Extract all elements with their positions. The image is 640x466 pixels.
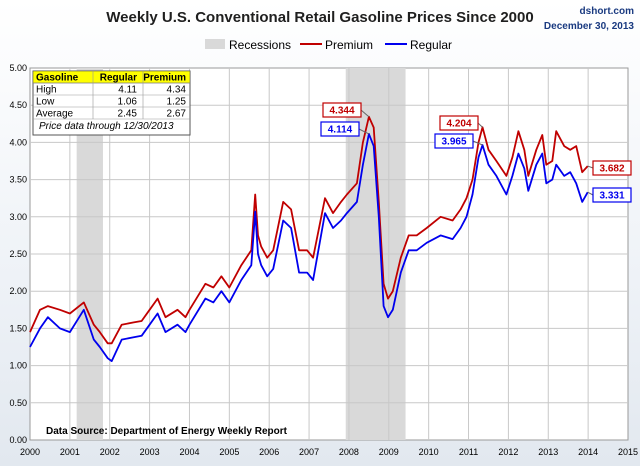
- annotation-label-3: 3.965: [441, 137, 466, 148]
- y-tick-label-6: 3.00: [9, 212, 27, 222]
- x-tick-label-2001: 2001: [60, 447, 80, 457]
- x-tick-label-2013: 2013: [538, 447, 558, 457]
- x-tick-label-2007: 2007: [299, 447, 319, 457]
- stats-table-note: Price data through 12/30/2013: [39, 121, 174, 132]
- y-tick-label-2: 1.00: [9, 361, 27, 371]
- annotation-leader-1: [358, 128, 370, 135]
- y-tick-label-9: 4.50: [9, 100, 27, 110]
- annotation-leader-0: [360, 109, 370, 118]
- legend: Recessions Premium Regular: [205, 38, 452, 52]
- x-tick-label-2004: 2004: [179, 447, 199, 457]
- x-tick-label-2008: 2008: [339, 447, 359, 457]
- series-lines: [29, 115, 589, 363]
- x-tick-label-2002: 2002: [100, 447, 120, 457]
- annotation-box-2: [439, 115, 479, 131]
- stats-table-cell-0-0: High: [36, 85, 57, 96]
- site-label: dshort.com: [580, 6, 635, 17]
- x-tick-label-2012: 2012: [498, 447, 518, 457]
- legend-swatch-recessions: [205, 39, 225, 49]
- x-tick-label-2011: 2011: [459, 447, 478, 457]
- date-label: December 30, 2013: [544, 21, 635, 32]
- y-tick-label-8: 4.00: [9, 137, 27, 147]
- annotation-box-1: [320, 121, 360, 137]
- x-tick-label-2003: 2003: [140, 447, 160, 457]
- stats-table-cell-1-0: Low: [36, 97, 55, 108]
- x-tick-label-2006: 2006: [259, 447, 279, 457]
- stats-table-cell-0-2: 4.34: [167, 85, 187, 96]
- y-tick-label-7: 3.50: [9, 175, 27, 185]
- stats-table-cell-0-1: 4.11: [118, 85, 137, 96]
- annotation-label-4: 3.682: [599, 164, 624, 175]
- stats-table-cell-2-0: Average: [36, 109, 74, 120]
- y-axis-ticks: 0.00 0.50 1.00 1.50 2.00 2.50 3.00 3.50 4.00 4.50…: [9, 63, 27, 445]
- legend-label-premium: Premium: [325, 38, 373, 52]
- series-line-regular: [29, 132, 589, 363]
- stats-table-cell-2-1: 2.45: [118, 109, 138, 120]
- x-tick-label-2000: 2000: [20, 447, 40, 457]
- x-tick-label-2015: 2015: [618, 447, 638, 457]
- y-tick-label-0: 0.00: [9, 435, 27, 445]
- x-tick-label-2009: 2009: [379, 447, 399, 457]
- y-tick-label-5: 2.50: [9, 249, 27, 259]
- stats-table-header-0: Gasoline: [36, 73, 79, 84]
- annotation-leader-3: [472, 140, 483, 146]
- stats-table-header-1: Regular: [100, 73, 137, 84]
- x-tick-label-2005: 2005: [219, 447, 239, 457]
- annotation-box-3: [434, 133, 474, 149]
- source-note: Data Source: Department of Energy Weekly…: [46, 426, 288, 437]
- stats-table-cell-1-1: 1.06: [118, 97, 138, 108]
- x-tick-label-2014: 2014: [578, 447, 598, 457]
- y-tick-label-1: 0.50: [9, 398, 27, 408]
- stats-table-cell-2-2: 2.67: [167, 109, 187, 120]
- series-line-premium: [29, 115, 589, 345]
- chart-title: Weekly U.S. Conventional Retail Gasoline…: [106, 9, 533, 26]
- annotation-label-1: 4.114: [328, 125, 353, 136]
- stats-table-header-2: Premium: [143, 73, 186, 84]
- x-axis-ticks: 2000 2001 2002 2003 2004 2005 2006 2007 2008 2009…: [20, 447, 638, 457]
- stats-table-cell-1-2: 1.25: [167, 97, 187, 108]
- annotation-leader-2: [477, 122, 483, 128]
- y-tick-label-10: 5.00: [9, 63, 27, 73]
- legend-label-regular: Regular: [410, 38, 452, 52]
- annotation-leader-4: [587, 165, 594, 169]
- x-tick-label-2010: 2010: [419, 447, 439, 457]
- annotation-leader-5: [587, 191, 594, 196]
- annotation-box-5: [592, 187, 632, 203]
- data-annotations: 4.344 4.114 4.204 3.965 3.682 3.331: [320, 102, 632, 203]
- annotation-label-5: 3.331: [599, 191, 624, 202]
- legend-label-recessions: Recessions: [229, 38, 291, 52]
- y-tick-label-3: 1.50: [9, 323, 27, 333]
- y-tick-label-4: 2.00: [9, 286, 27, 296]
- annotation-label-0: 4.344: [329, 106, 354, 117]
- annotation-label-2: 4.204: [446, 119, 471, 130]
- stats-table: Gasoline Regular Premium High 4.11 4.34 Low 1.0…: [32, 70, 191, 136]
- annotation-box-0: [322, 102, 362, 118]
- annotation-box-4: [592, 160, 632, 176]
